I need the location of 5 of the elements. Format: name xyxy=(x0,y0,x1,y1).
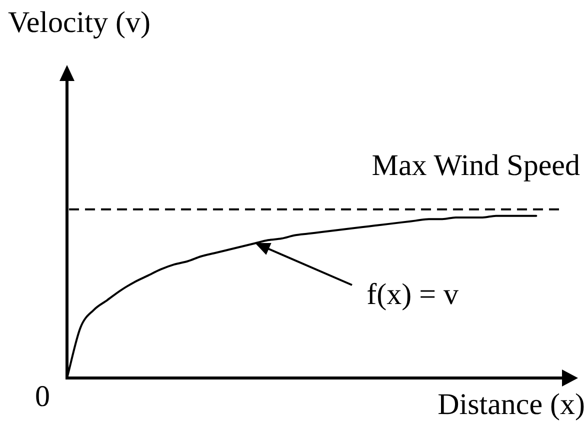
x-axis-title: Distance (x) xyxy=(438,388,585,421)
text: 0 xyxy=(35,380,50,413)
ref-line-label: Max Wind Speed xyxy=(372,149,580,182)
annotation: f(x) = v xyxy=(366,278,459,312)
text: Velocity (v) xyxy=(8,6,150,39)
